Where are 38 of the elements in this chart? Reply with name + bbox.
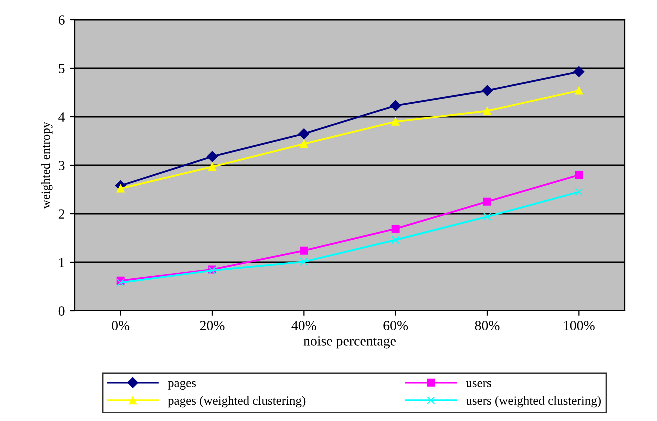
point <box>482 85 493 96</box>
x-axis-title: noise percentage <box>304 336 396 349</box>
x-tick-label: 0% <box>112 321 130 331</box>
point <box>298 128 310 140</box>
point <box>392 225 400 234</box>
point <box>208 162 216 171</box>
point <box>575 188 584 196</box>
y-tick-label: 1 <box>60 258 64 268</box>
legend-label: users (weighted clustering) <box>466 396 601 408</box>
legend-label: pages <box>168 380 196 390</box>
point <box>392 118 400 126</box>
point <box>390 100 402 112</box>
point <box>300 258 308 266</box>
y-tick-label: 6 <box>58 16 65 25</box>
y-tick-label: 5 <box>59 64 65 74</box>
y-tick-label: 0 <box>58 306 65 316</box>
y-axis-title: weighted entropy <box>41 122 53 210</box>
x-tick-label: 80% <box>475 321 500 331</box>
point <box>574 66 585 78</box>
point <box>484 198 492 206</box>
y-tick-label: 2 <box>58 210 65 219</box>
legend-label: users <box>466 381 492 388</box>
point <box>575 86 584 95</box>
point <box>484 212 492 221</box>
point <box>207 151 218 162</box>
point <box>116 184 125 193</box>
point <box>484 107 492 116</box>
legend-label: pages (weighted clustering) <box>168 396 306 408</box>
point <box>575 171 584 180</box>
point <box>300 246 308 255</box>
y-tick-label: 4 <box>58 112 66 122</box>
x-tick-label: 40% <box>292 321 316 331</box>
x-tick-label: 100% <box>564 321 595 331</box>
point <box>392 236 400 244</box>
x-tick-label: 60% <box>384 321 408 331</box>
point <box>300 140 308 148</box>
y-tick-label: 3 <box>58 161 65 170</box>
x-tick-label: 20% <box>200 321 225 331</box>
